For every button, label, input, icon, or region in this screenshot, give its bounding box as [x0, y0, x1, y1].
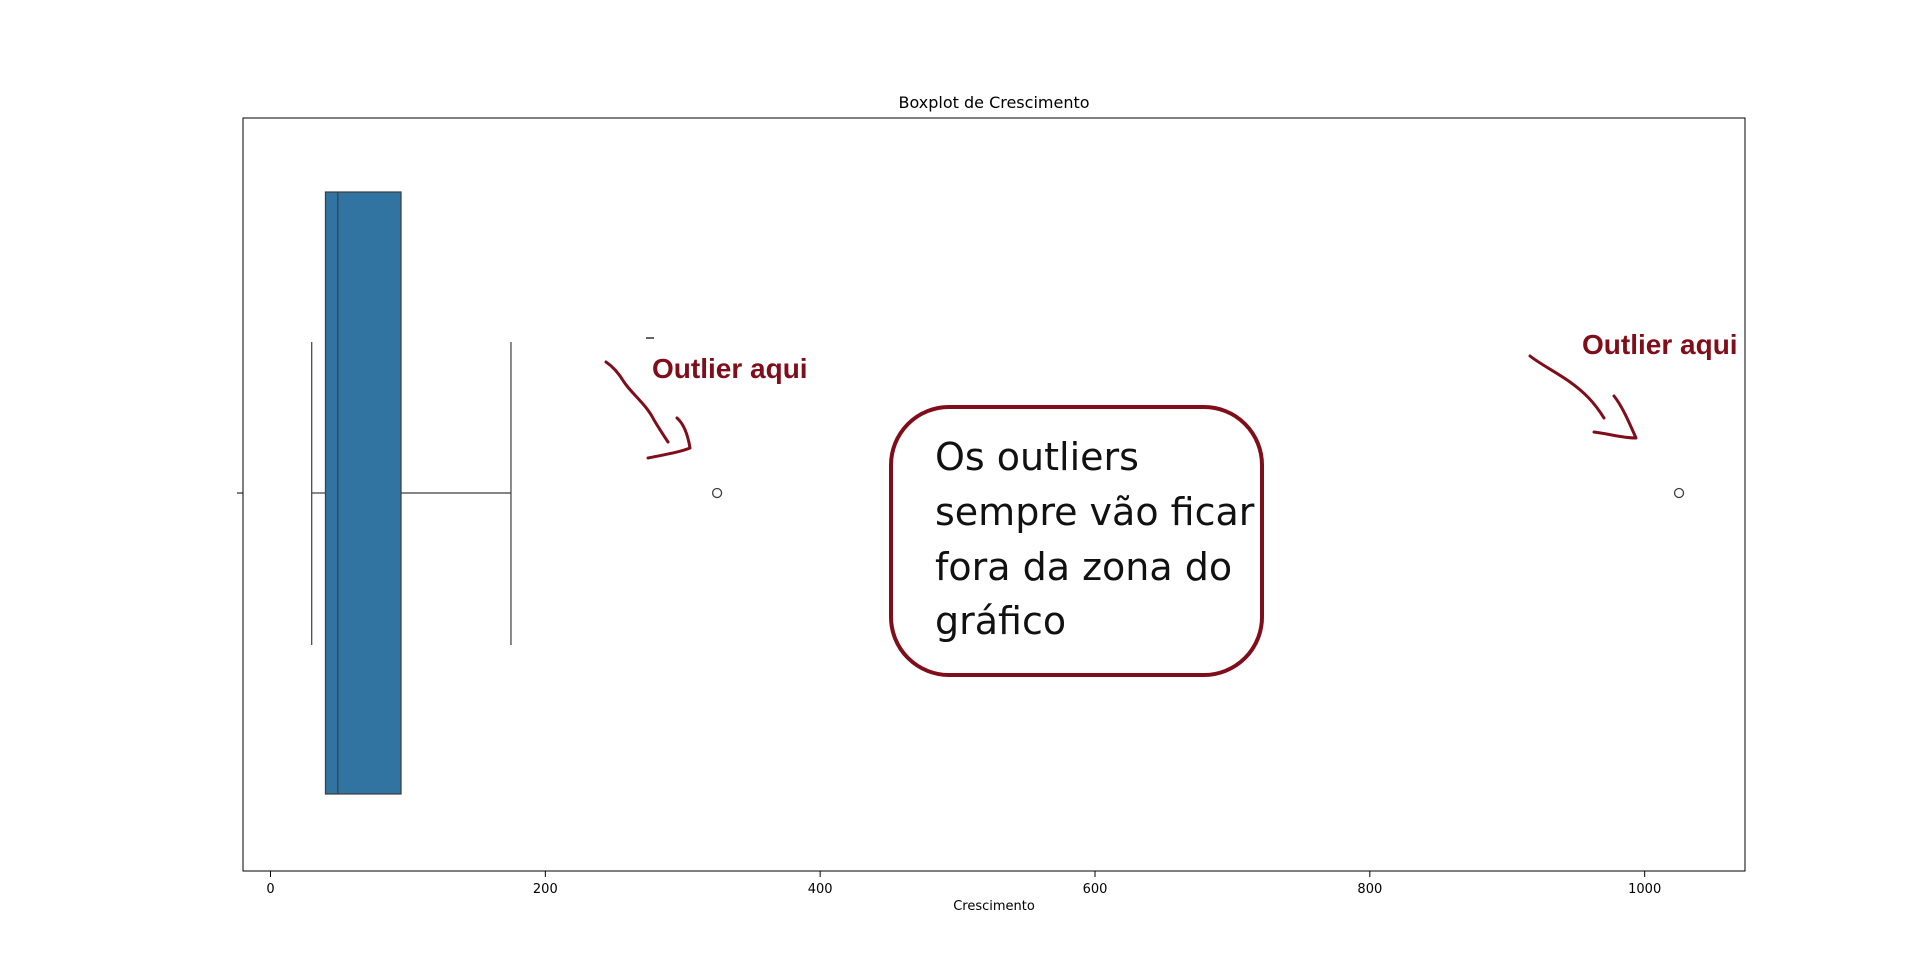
iqr-box [324, 191, 402, 795]
outlier-annotation-1: Outlier aqui [604, 337, 808, 460]
x-tick-label: 0 [266, 882, 274, 897]
plot-area-frame [242, 117, 1746, 872]
outlier-point-1 [711, 487, 723, 499]
x-tick-label: 200 [533, 882, 558, 897]
outlier-point-2 [1673, 487, 1685, 499]
note-line-4: gráfico [935, 599, 1066, 643]
note-callout: Os outliers sempre vão ficar fora da zon… [889, 405, 1264, 677]
outlier-label-2: Outlier aqui [1582, 329, 1738, 360]
outliers [711, 487, 1685, 499]
outlier-annotation-2: Outlier aqui [1528, 329, 1738, 440]
note-line-3: fora da zona do [935, 545, 1232, 589]
x-tick-label: 800 [1357, 882, 1382, 897]
x-tick-label: 1000 [1628, 882, 1661, 897]
chart-title: Boxplot de Crescimento [898, 93, 1089, 112]
boxplot [311, 191, 1685, 795]
note-line-1: Os outliers [935, 435, 1139, 479]
note-line-2: sempre vão ficar [935, 490, 1255, 534]
outlier-label-1: Outlier aqui [652, 353, 808, 384]
x-axis-label: Crescimento [953, 899, 1035, 914]
x-axis-ticks: 0 200 400 600 800 1000 [266, 871, 1661, 897]
x-tick-label: 400 [808, 882, 833, 897]
arrowhead-1-icon [646, 416, 692, 460]
x-tick-label: 600 [1083, 882, 1108, 897]
arrowhead-2-icon [1592, 394, 1638, 440]
note-callout-border [889, 405, 1264, 677]
arrow-1-icon [604, 360, 670, 444]
arrow-2-icon [1528, 354, 1606, 420]
